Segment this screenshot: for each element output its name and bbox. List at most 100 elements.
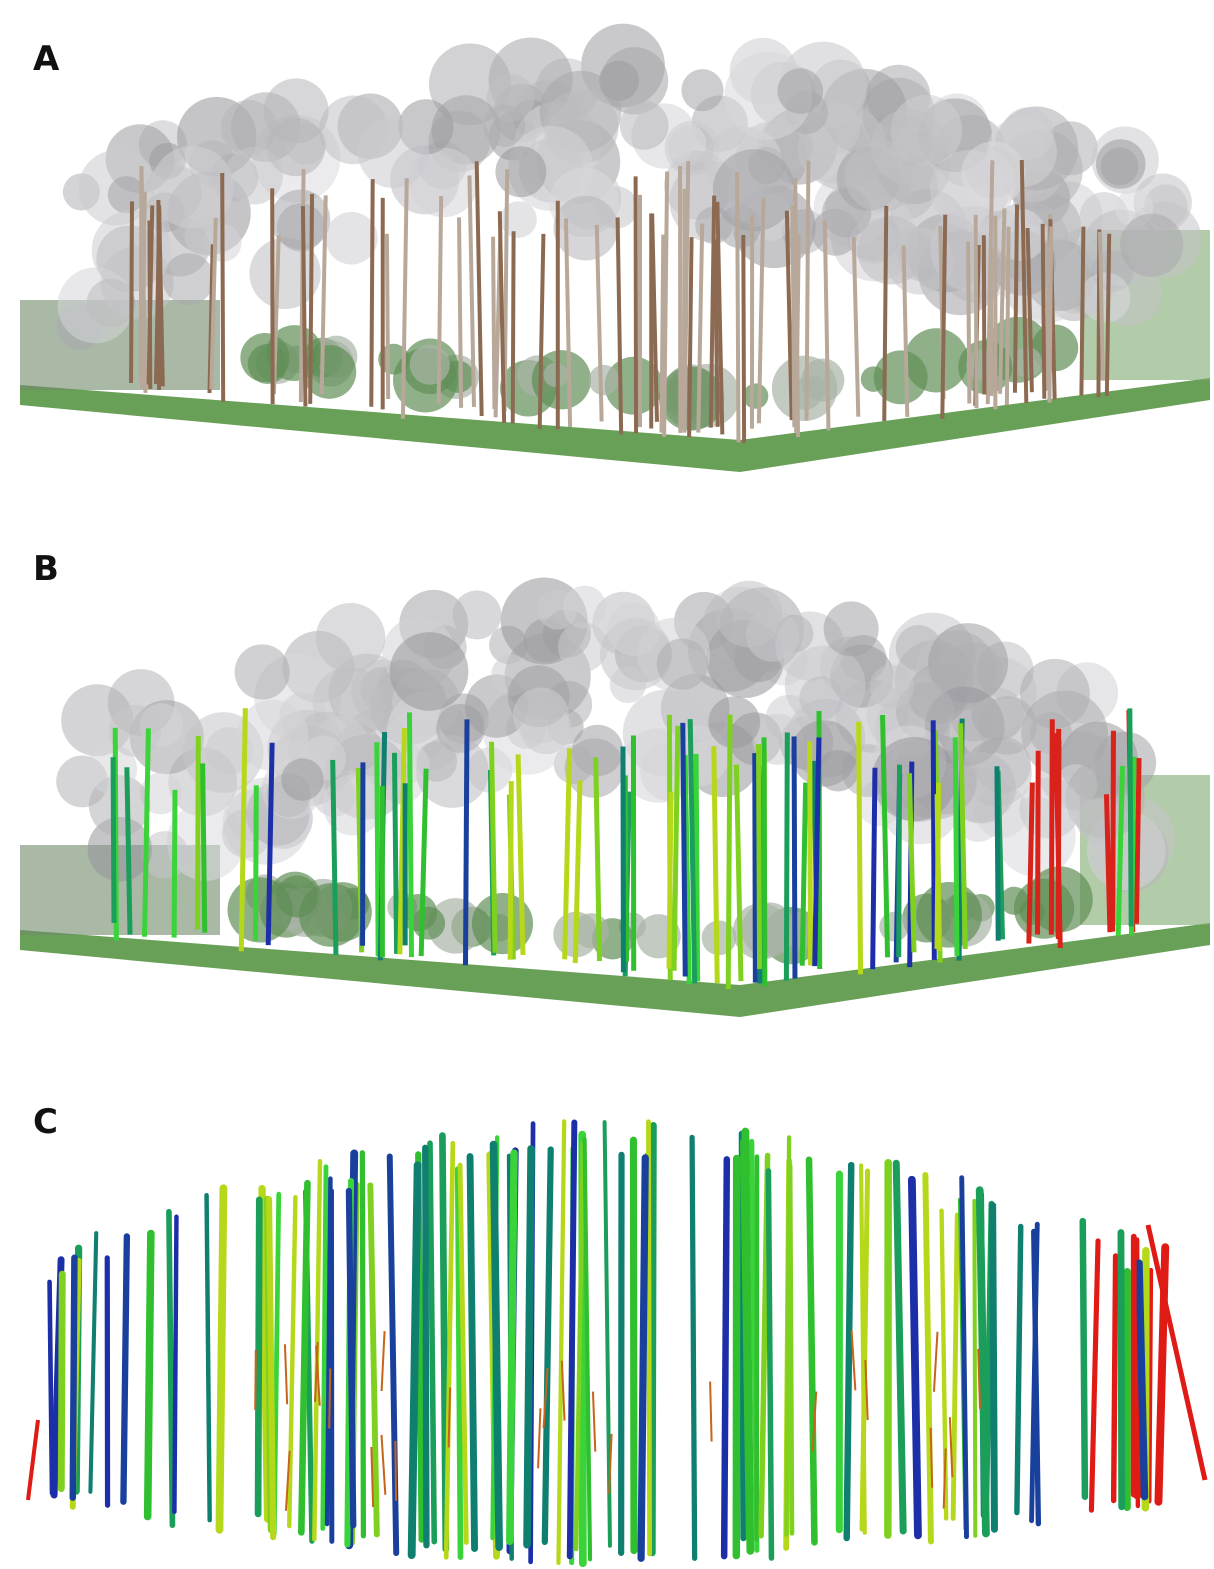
canopy <box>513 687 569 743</box>
branch <box>329 1368 330 1428</box>
stem <box>370 1185 376 1534</box>
shrub <box>916 882 982 948</box>
canopy <box>870 665 914 709</box>
stem <box>724 1159 727 1556</box>
trunk <box>158 200 159 390</box>
figure: A B C <box>0 0 1214 1569</box>
canopy <box>553 196 618 261</box>
stem <box>1091 1241 1098 1510</box>
branch <box>934 1332 937 1392</box>
stem <box>925 1175 931 1542</box>
stem <box>1017 1227 1021 1513</box>
trunk <box>303 206 305 406</box>
trunk <box>786 732 787 980</box>
trunk <box>459 217 461 407</box>
canopy <box>163 253 215 305</box>
trunk <box>810 741 811 965</box>
canopy <box>1120 214 1183 277</box>
trunk <box>465 719 467 965</box>
trunk <box>203 763 205 932</box>
panel-c <box>28 1121 1205 1563</box>
trunk <box>984 235 985 394</box>
trunk <box>684 189 685 426</box>
trunk <box>127 767 130 934</box>
canopy <box>620 101 669 150</box>
stem <box>425 1148 426 1545</box>
stem <box>953 1215 957 1518</box>
canopy <box>716 581 783 648</box>
shrub <box>574 913 609 948</box>
branch <box>593 1392 595 1452</box>
canopy <box>657 639 708 690</box>
stem <box>809 1160 814 1542</box>
trunk <box>737 172 738 442</box>
trunk <box>1049 226 1051 402</box>
stem <box>219 1188 223 1529</box>
stem <box>349 1191 353 1525</box>
stem <box>993 1206 995 1530</box>
trunk <box>759 744 760 969</box>
stem <box>641 1158 645 1558</box>
stem <box>174 1217 176 1512</box>
trunk <box>439 196 442 404</box>
stem <box>768 1171 771 1558</box>
trunk <box>409 712 411 957</box>
trunk <box>513 231 514 423</box>
stem <box>269 1199 273 1537</box>
canopy <box>495 146 546 197</box>
branch <box>852 1330 856 1390</box>
canopy <box>681 69 723 111</box>
stem <box>786 1137 789 1534</box>
shrub <box>544 363 568 387</box>
trunk <box>492 742 496 953</box>
stem <box>28 1420 38 1500</box>
shrub <box>412 907 445 940</box>
trunk <box>1113 731 1114 932</box>
trunk <box>997 766 998 940</box>
trunk <box>899 765 900 957</box>
trunk <box>387 234 388 399</box>
canopy <box>607 603 660 656</box>
canopy <box>777 68 823 114</box>
stem <box>545 1149 551 1541</box>
shrub <box>743 383 768 408</box>
stem <box>123 1236 126 1501</box>
canopy <box>58 267 134 343</box>
stem <box>1083 1221 1085 1497</box>
stem <box>648 1122 649 1554</box>
canopy <box>558 622 608 672</box>
stem <box>207 1195 210 1520</box>
trunk <box>955 737 957 956</box>
stem <box>289 1197 295 1526</box>
trunk <box>1043 224 1045 399</box>
branch <box>381 1435 385 1495</box>
trunk <box>131 201 132 383</box>
stem <box>430 1143 434 1541</box>
canopy <box>316 603 385 672</box>
stem <box>148 1233 151 1516</box>
trunk <box>1081 227 1083 396</box>
stem <box>633 1140 634 1550</box>
trunk <box>113 757 114 923</box>
trunk <box>1051 719 1052 934</box>
stem <box>962 1178 967 1537</box>
canopy <box>1080 272 1130 322</box>
trunk <box>310 194 312 404</box>
canopy <box>1077 798 1124 845</box>
canopy <box>225 147 283 205</box>
trunk <box>714 746 717 983</box>
shrub <box>874 350 928 404</box>
trunk <box>493 237 494 409</box>
canopy <box>325 212 378 265</box>
stem <box>510 1153 514 1541</box>
stem <box>652 1125 653 1552</box>
stem <box>527 1149 531 1545</box>
trunk <box>683 723 685 977</box>
stem <box>258 1200 259 1514</box>
canopy <box>281 758 323 800</box>
panel-label: A <box>33 39 60 79</box>
canopy <box>185 216 226 257</box>
panel-label: B <box>33 549 59 589</box>
stem <box>73 1258 75 1498</box>
trunk <box>968 242 969 404</box>
